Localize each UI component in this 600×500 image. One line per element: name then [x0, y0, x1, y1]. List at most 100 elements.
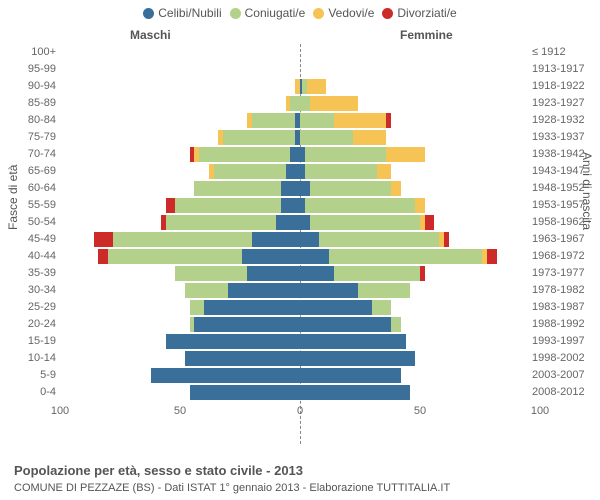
bar-segment — [319, 232, 439, 247]
birth-year-label: 1988-1992 — [532, 318, 592, 330]
pyramid-row — [60, 214, 540, 231]
bar-segment — [94, 232, 113, 247]
male-bar — [185, 351, 300, 366]
legend-item: Divorziati/e — [382, 6, 456, 20]
birth-year-label: ≤ 1912 — [532, 46, 592, 58]
age-label: 60-64 — [16, 182, 56, 194]
header-male: Maschi — [130, 28, 171, 42]
x-axis-tick: 100 — [531, 405, 549, 417]
header-female: Femmine — [400, 28, 453, 42]
male-bar — [190, 300, 300, 315]
pyramid-row — [60, 367, 540, 384]
age-label: 30-34 — [16, 284, 56, 296]
bar-segment — [108, 249, 242, 264]
birth-year-label: 1993-1997 — [532, 335, 592, 347]
chart-title: Popolazione per età, sesso e stato civil… — [14, 463, 303, 478]
male-bar — [166, 198, 300, 213]
bar-segment — [166, 215, 276, 230]
male-bar — [247, 113, 300, 128]
female-bar — [300, 334, 406, 349]
bar-segment — [300, 317, 391, 332]
age-label: 70-74 — [16, 148, 56, 160]
female-bar — [300, 130, 386, 145]
birth-year-label: 1998-2002 — [532, 352, 592, 364]
age-label: 0-4 — [16, 386, 56, 398]
pyramid-row — [60, 95, 540, 112]
bar-segment — [391, 181, 401, 196]
birth-year-label: 2003-2007 — [532, 369, 592, 381]
bar-segment — [228, 283, 300, 298]
birth-year-label: 1958-1962 — [532, 216, 592, 228]
bar-segment — [185, 283, 228, 298]
pyramid-row — [60, 265, 540, 282]
age-label: 100+ — [16, 46, 56, 58]
pyramid-row — [60, 78, 540, 95]
male-bar — [286, 96, 300, 111]
population-pyramid: { "legend": [ {"label": "Celibi/Nubili",… — [0, 0, 600, 500]
female-bar — [300, 181, 401, 196]
female-bar — [300, 113, 391, 128]
bar-segment — [300, 385, 410, 400]
bar-segment — [334, 113, 387, 128]
bar-segment — [252, 113, 295, 128]
bar-segment — [353, 130, 387, 145]
pyramid-row — [60, 146, 540, 163]
male-bar — [190, 385, 300, 400]
birth-year-label: 1963-1967 — [532, 233, 592, 245]
bar-segment — [300, 266, 334, 281]
bar-segment — [300, 249, 329, 264]
age-label: 80-84 — [16, 114, 56, 126]
female-bar — [300, 385, 410, 400]
female-bar — [300, 215, 434, 230]
pyramid-row — [60, 61, 540, 78]
bar-segment — [391, 317, 401, 332]
bar-segment — [194, 181, 280, 196]
bar-segment — [98, 249, 108, 264]
legend-label: Coniugati/e — [245, 6, 306, 20]
bar-segment — [444, 232, 449, 247]
age-label: 10-14 — [16, 352, 56, 364]
x-axis-tick: 0 — [297, 405, 303, 417]
legend-label: Vedovi/e — [328, 6, 374, 20]
x-axis-tick: 50 — [174, 405, 186, 417]
female-bar — [300, 249, 497, 264]
female-bar — [300, 300, 391, 315]
bar-segment — [242, 249, 300, 264]
bar-segment — [305, 147, 387, 162]
legend-swatch — [382, 8, 393, 19]
male-bar — [194, 181, 300, 196]
bar-segment — [377, 164, 391, 179]
bar-segment — [329, 249, 483, 264]
male-bar — [94, 232, 300, 247]
age-label: 45-49 — [16, 233, 56, 245]
age-label: 40-44 — [16, 250, 56, 262]
bar-segment — [300, 351, 415, 366]
bar-segment — [175, 266, 247, 281]
female-bar — [300, 147, 425, 162]
birth-year-label: 1938-1942 — [532, 148, 592, 160]
female-bar — [300, 198, 425, 213]
birth-year-label: 1918-1922 — [532, 80, 592, 92]
birth-year-label: 1913-1917 — [532, 63, 592, 75]
pyramid-row — [60, 163, 540, 180]
bar-segment — [420, 266, 425, 281]
bar-segment — [194, 317, 300, 332]
age-label: 85-89 — [16, 97, 56, 109]
bar-segment — [334, 266, 420, 281]
bar-segment — [307, 79, 326, 94]
bar-segment — [300, 334, 406, 349]
female-bar — [300, 164, 391, 179]
bar-segment — [300, 300, 372, 315]
age-label: 50-54 — [16, 216, 56, 228]
legend-swatch — [230, 8, 241, 19]
male-bar — [209, 164, 300, 179]
legend-item: Vedovi/e — [313, 6, 374, 20]
female-bar — [300, 96, 358, 111]
bar-segment — [276, 215, 300, 230]
birth-year-label: 2008-2012 — [532, 386, 592, 398]
female-bar — [300, 317, 401, 332]
female-bar — [300, 79, 326, 94]
bar-segment — [281, 198, 300, 213]
birth-year-label: 1973-1977 — [532, 267, 592, 279]
pyramid-row — [60, 129, 540, 146]
